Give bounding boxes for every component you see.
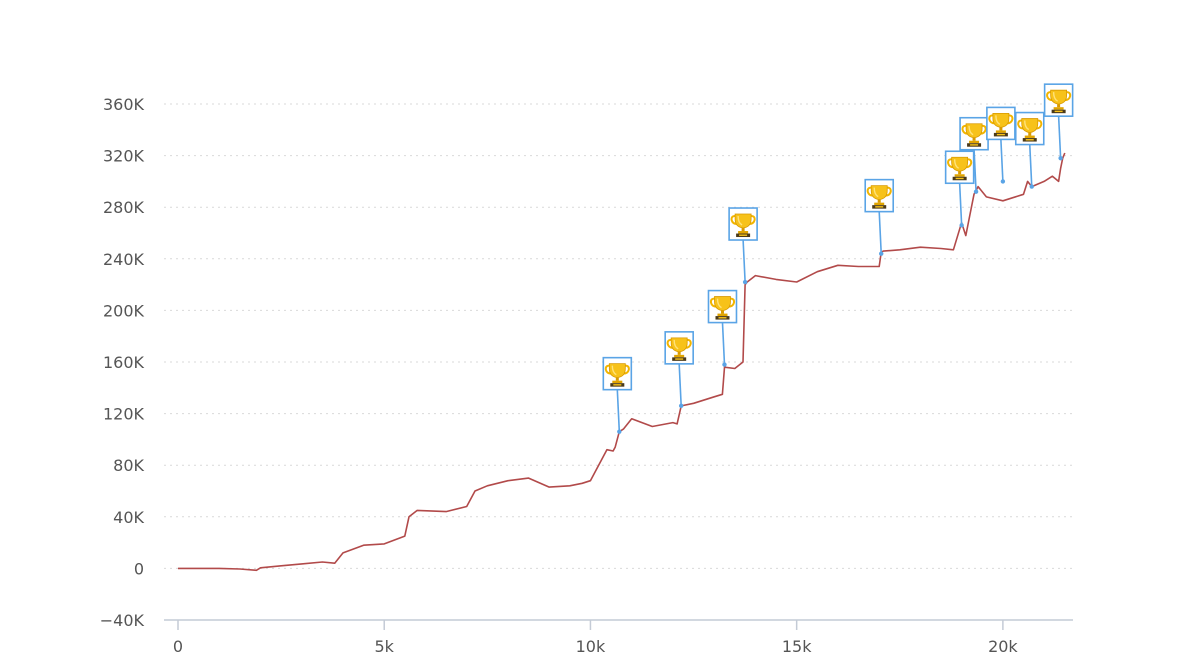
y-tick-label: −40K bbox=[100, 611, 145, 630]
x-tick-label: 5k bbox=[374, 637, 394, 656]
marker-anchor-dot bbox=[879, 251, 884, 256]
y-tick-label: 40K bbox=[113, 508, 144, 527]
marker-leader-line bbox=[678, 363, 682, 406]
trophy-marker[interactable] bbox=[944, 150, 975, 228]
marker-anchor-dot bbox=[973, 189, 979, 194]
marker-leader-line bbox=[1028, 144, 1033, 187]
marker-anchor-dot bbox=[678, 403, 684, 409]
marker-leader-line bbox=[878, 211, 883, 254]
marker-anchor-dot bbox=[959, 223, 964, 228]
marker-leader-line bbox=[958, 183, 963, 226]
marker-anchor-dot bbox=[742, 279, 748, 285]
marker-leader-line bbox=[1000, 139, 1004, 182]
marker-leader-line bbox=[742, 239, 746, 283]
marker-leader-line bbox=[973, 149, 977, 192]
x-tick-label: 10k bbox=[576, 637, 606, 656]
grid bbox=[164, 103, 1073, 569]
marker-anchor-dot bbox=[1000, 179, 1006, 184]
marker-anchor-dot bbox=[1029, 184, 1034, 189]
y-tick-label: 80K bbox=[113, 456, 144, 475]
trophy-marker[interactable] bbox=[1014, 111, 1045, 189]
marker-anchor-dot bbox=[722, 362, 727, 367]
marker-leader-line bbox=[616, 389, 621, 432]
trophy-marker[interactable] bbox=[986, 106, 1016, 184]
marker-leader-line bbox=[721, 322, 726, 365]
x-tick-label: 15k bbox=[782, 637, 812, 656]
y-tick-label: 240K bbox=[103, 250, 145, 269]
x-tick-label: 0 bbox=[173, 637, 183, 656]
series bbox=[178, 152, 1066, 572]
trophy-marker[interactable] bbox=[959, 116, 989, 194]
marker-anchor-dot bbox=[1058, 155, 1063, 161]
y-tick-label: 200K bbox=[103, 301, 145, 320]
y-tick-label: 360K bbox=[103, 95, 145, 114]
marker-anchor-dot bbox=[617, 429, 622, 434]
trophy-marker[interactable] bbox=[602, 356, 633, 434]
axes: −40K 0 40K 80K 120K 160K 200K 240K 280K 320K 360K 0… bbox=[100, 95, 1073, 656]
trophy-marker[interactable] bbox=[707, 289, 738, 367]
y-tick-label: 0 bbox=[134, 559, 144, 578]
y-tick-label: 320K bbox=[103, 147, 145, 166]
marker-leader-line bbox=[1057, 116, 1062, 159]
trophy-marker[interactable] bbox=[1043, 83, 1074, 161]
trophy-marker[interactable] bbox=[664, 331, 694, 409]
y-tick-label: 280K bbox=[103, 198, 145, 217]
x-tick-label: 20k bbox=[988, 637, 1018, 656]
trophy-marker[interactable] bbox=[864, 178, 895, 256]
y-tick-label: 120K bbox=[103, 405, 145, 424]
annotations bbox=[602, 83, 1074, 434]
trophy-marker[interactable] bbox=[728, 207, 758, 285]
y-tick-label: 160K bbox=[103, 353, 145, 372]
series-line bbox=[178, 152, 1066, 572]
